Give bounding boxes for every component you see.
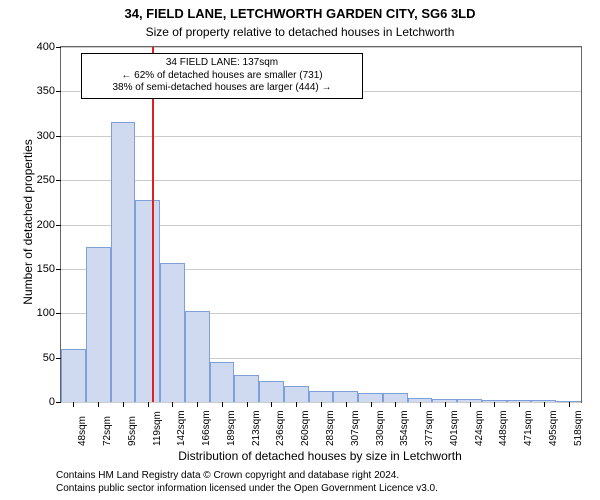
- histogram-bar: [210, 362, 235, 402]
- reference-line: [152, 47, 154, 402]
- xtick-mark: [222, 402, 223, 407]
- histogram-bar: [259, 381, 284, 402]
- xtick-mark: [98, 402, 99, 407]
- xtick-label: 471sqm: [523, 410, 534, 446]
- xtick-label: 236sqm: [275, 410, 286, 446]
- histogram-bar: [61, 349, 86, 402]
- xtick-label: 189sqm: [226, 410, 237, 446]
- xtick-label: 48sqm: [77, 416, 88, 446]
- xtick-mark: [172, 402, 173, 407]
- xtick-mark: [73, 402, 74, 407]
- xtick-label: 213sqm: [251, 410, 262, 446]
- x-axis-label: Distribution of detached houses by size …: [60, 449, 580, 463]
- plot-area: 05010015020025030035040048sqm72sqm95sqm1…: [60, 46, 582, 403]
- chart-title: 34, FIELD LANE, LETCHWORTH GARDEN CITY, …: [0, 0, 600, 23]
- xtick-mark: [197, 402, 198, 407]
- histogram-bar: [358, 393, 383, 402]
- xtick-label: 283sqm: [325, 410, 336, 446]
- xtick-mark: [395, 402, 396, 407]
- grid-line: [61, 180, 581, 181]
- grid-line: [61, 47, 581, 48]
- xtick-mark: [148, 402, 149, 407]
- ytick-label: 350: [37, 85, 61, 97]
- subtitle-text: Size of property relative to detached ho…: [146, 25, 455, 39]
- xtick-label: 401sqm: [449, 410, 460, 446]
- xtick-mark: [123, 402, 124, 407]
- xtick-label: 354sqm: [399, 410, 410, 446]
- footer-attribution: Contains HM Land Registry data © Crown c…: [56, 470, 438, 495]
- histogram-bar: [234, 375, 259, 402]
- grid-line: [61, 136, 581, 137]
- annotation-line: ← 62% of detached houses are smaller (73…: [87, 70, 357, 83]
- xtick-label: 424sqm: [474, 410, 485, 446]
- histogram-bar: [111, 122, 136, 402]
- histogram-bar: [309, 391, 334, 402]
- annotation-line: 34 FIELD LANE: 137sqm: [87, 57, 357, 70]
- xtick-mark: [445, 402, 446, 407]
- xtick-mark: [544, 402, 545, 407]
- histogram-bar: [185, 311, 210, 402]
- title-text: 34, FIELD LANE, LETCHWORTH GARDEN CITY, …: [124, 6, 475, 21]
- ytick-label: 200: [37, 219, 61, 231]
- property-size-chart: 34, FIELD LANE, LETCHWORTH GARDEN CITY, …: [0, 0, 600, 500]
- xtick-mark: [247, 402, 248, 407]
- xtick-mark: [271, 402, 272, 407]
- xtick-mark: [371, 402, 372, 407]
- xtick-label: 448sqm: [498, 410, 509, 446]
- histogram-bar: [135, 200, 160, 402]
- annotation-box: 34 FIELD LANE: 137sqm← 62% of detached h…: [81, 53, 363, 99]
- histogram-bar: [160, 263, 185, 402]
- xtick-label: 330sqm: [375, 410, 386, 446]
- histogram-bar: [383, 393, 408, 402]
- ytick-label: 400: [37, 41, 61, 53]
- xtick-label: 142sqm: [176, 410, 187, 446]
- xtick-label: 260sqm: [300, 410, 311, 446]
- xtick-label: 518sqm: [573, 410, 584, 446]
- xtick-mark: [470, 402, 471, 407]
- xtick-mark: [494, 402, 495, 407]
- ytick-label: 250: [37, 174, 61, 186]
- xtick-mark: [296, 402, 297, 407]
- xtick-mark: [346, 402, 347, 407]
- xtick-label: 495sqm: [548, 410, 559, 446]
- chart-subtitle: Size of property relative to detached ho…: [0, 25, 600, 39]
- ytick-label: 50: [43, 352, 61, 364]
- y-axis-label-text: Number of detached properties: [21, 139, 35, 304]
- xtick-mark: [321, 402, 322, 407]
- ytick-label: 150: [37, 263, 61, 275]
- histogram-bar: [333, 391, 358, 402]
- histogram-bar: [284, 386, 309, 402]
- ytick-label: 100: [37, 307, 61, 319]
- xtick-label: 95sqm: [127, 416, 138, 446]
- ytick-label: 0: [49, 396, 61, 408]
- xtick-label: 72sqm: [102, 416, 113, 446]
- ytick-label: 300: [37, 130, 61, 142]
- xtick-label: 377sqm: [424, 410, 435, 446]
- y-axis-label: Number of detached properties: [21, 122, 35, 322]
- footer-line1: Contains HM Land Registry data © Crown c…: [56, 470, 438, 483]
- xtick-mark: [569, 402, 570, 407]
- xtick-label: 119sqm: [152, 411, 163, 446]
- xtick-mark: [420, 402, 421, 407]
- x-axis-label-text: Distribution of detached houses by size …: [178, 449, 462, 463]
- histogram-bar: [86, 247, 111, 402]
- xtick-mark: [519, 402, 520, 407]
- annotation-line: 38% of semi-detached houses are larger (…: [87, 82, 357, 95]
- xtick-label: 307sqm: [350, 410, 361, 446]
- xtick-label: 166sqm: [201, 410, 212, 446]
- footer-line2: Contains public sector information licen…: [56, 483, 438, 496]
